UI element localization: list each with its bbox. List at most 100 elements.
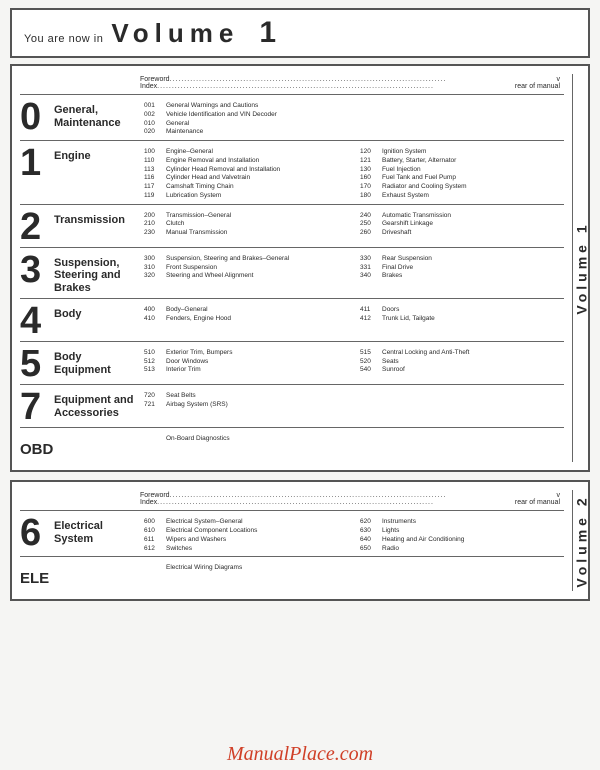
- item-desc: Airbag System (SRS): [166, 401, 348, 410]
- item-code: 180: [360, 192, 378, 201]
- section-title: Transmission: [54, 208, 144, 244]
- item-desc: Instruments: [382, 518, 564, 527]
- item-desc: Central Locking and Anti-Theft: [382, 349, 564, 358]
- toc-item: 512Door Windows: [144, 358, 348, 367]
- foreword-row: Foreword................................…: [140, 76, 564, 83]
- toc-item: 130 Fuel Injection: [360, 166, 564, 175]
- section-title: ElectricalSystem: [54, 514, 144, 553]
- item-desc: Sunroof: [382, 366, 564, 375]
- item-desc: Clutch: [166, 220, 348, 229]
- item-code: 400: [144, 306, 162, 315]
- toc-item: 120Ignition System: [360, 148, 564, 157]
- section-title: Equipment andAccessories: [54, 388, 144, 424]
- toc-item: 411Doors: [360, 306, 564, 315]
- item-desc: Gearshift Linkage: [382, 220, 564, 229]
- item-desc: Seats: [382, 358, 564, 367]
- item-code: 630: [360, 527, 378, 536]
- toc-item: 410Fenders, Engine Hood: [144, 315, 348, 324]
- toc-item: 611Wipers and Washers: [144, 536, 348, 545]
- section-row: 7Equipment andAccessories720Seat Belts72…: [20, 385, 564, 428]
- item-desc: General: [166, 120, 348, 129]
- item-desc: Electrical Wiring Diagrams: [166, 564, 348, 573]
- item-code: 160: [360, 174, 378, 183]
- item-desc: Fuel Tank and Fuel Pump: [382, 174, 564, 183]
- item-code: 010: [144, 120, 162, 129]
- section-number: 7: [20, 388, 54, 424]
- item-desc: Driveshaft: [382, 229, 564, 238]
- item-code: 721: [144, 401, 162, 410]
- item-code: 610: [144, 527, 162, 536]
- section-number: OBD: [20, 431, 54, 461]
- section-row: 4Body400Body–General410Fenders, Engine H…: [20, 299, 564, 342]
- toc-item: On-Board Diagnostics: [144, 435, 348, 444]
- toc-item: 119Lubrication System: [144, 192, 348, 201]
- title-bar: You are now in Volume 1: [10, 8, 590, 58]
- item-desc: Rear Suspension: [382, 255, 564, 264]
- toc-item: 540 Sunroof: [360, 366, 564, 375]
- item-code: 513: [144, 366, 162, 375]
- section-number: 4: [20, 302, 54, 338]
- item-code: 412: [360, 315, 378, 324]
- item-code: 170: [360, 183, 378, 192]
- section-title: BodyEquipment: [54, 345, 144, 381]
- section-title: Body: [54, 302, 144, 338]
- item-desc: Radio: [382, 545, 564, 554]
- item-code: 540: [360, 366, 378, 375]
- item-desc: Radiator and Cooling System: [382, 183, 564, 192]
- item-code: 200: [144, 212, 162, 221]
- item-code: 002: [144, 111, 162, 120]
- toc-item: 117Camshaft Timing Chain: [144, 183, 348, 192]
- item-desc: Ignition System: [382, 148, 564, 157]
- foreword-block: Foreword................................…: [20, 72, 564, 95]
- item-desc: Heating and Air Conditioning: [382, 536, 564, 545]
- item-desc: Fuel Injection: [382, 166, 564, 175]
- toc-item: 001General Warnings and Cautions: [144, 102, 348, 111]
- toc-item: 113Cylinder Head Removal and Installatio…: [144, 166, 348, 175]
- item-desc: Switches: [166, 545, 348, 554]
- section-row: 2Transmission200Transmission–General210C…: [20, 205, 564, 248]
- volume-1-tab: Volume 1: [572, 74, 590, 462]
- item-code: 510: [144, 349, 162, 358]
- item-code: 130: [360, 166, 378, 175]
- toc-item: 640Heating and Air Conditioning: [360, 536, 564, 545]
- item-code: 330: [360, 255, 378, 264]
- item-code: 650: [360, 545, 378, 554]
- volume-2-box: Foreword................................…: [10, 480, 590, 601]
- item-code: 116: [144, 174, 162, 183]
- item-code: 210: [144, 220, 162, 229]
- section-row: 5BodyEquipment510Exterior Trim, Bumpers5…: [20, 342, 564, 385]
- toc-item: 170 Radiator and Cooling System: [360, 183, 564, 192]
- toc-item: 720Seat Belts: [144, 392, 348, 401]
- item-code: 119: [144, 192, 162, 201]
- item-code: 260: [360, 229, 378, 238]
- item-desc: Final Drive: [382, 264, 564, 273]
- toc-item: 010 General: [144, 120, 348, 129]
- section-row: 6ElectricalSystem600Electrical System–Ge…: [20, 511, 564, 557]
- title-volume: Volume: [111, 18, 239, 49]
- section-number: 3: [20, 251, 54, 295]
- item-code: [144, 435, 162, 444]
- toc-item: 515Central Locking and Anti-Theft: [360, 349, 564, 358]
- item-desc: Exterior Trim, Bumpers: [166, 349, 348, 358]
- item-desc: Automatic Transmission: [382, 212, 564, 221]
- item-desc: Electrical System–General: [166, 518, 348, 527]
- volume-1-box: Foreword................................…: [10, 64, 590, 472]
- section-number: 2: [20, 208, 54, 244]
- foreword-label: Foreword: [140, 492, 170, 499]
- item-code: 331: [360, 264, 378, 273]
- item-desc: Fenders, Engine Hood: [166, 315, 348, 324]
- item-code: 720: [144, 392, 162, 401]
- foreword-row: Foreword................................…: [140, 492, 564, 499]
- toc-item: 510 Exterior Trim, Bumpers: [144, 349, 348, 358]
- toc-item: 520Seats: [360, 358, 564, 367]
- toc-item: 612Switches: [144, 545, 348, 554]
- watermark: ManualPlace.com: [0, 743, 600, 766]
- item-code: 411: [360, 306, 378, 315]
- toc-item: 110Engine Removal and Installation: [144, 157, 348, 166]
- item-desc: Cylinder Head Removal and Installation: [166, 166, 348, 175]
- toc-item: 412Trunk Lid, Tailgate: [360, 315, 564, 324]
- foreword-value: v: [557, 492, 565, 499]
- item-desc: Maintenance: [166, 128, 348, 137]
- toc-item: 721 Airbag System (SRS): [144, 401, 348, 410]
- toc-item: 250Gearshift Linkage: [360, 220, 564, 229]
